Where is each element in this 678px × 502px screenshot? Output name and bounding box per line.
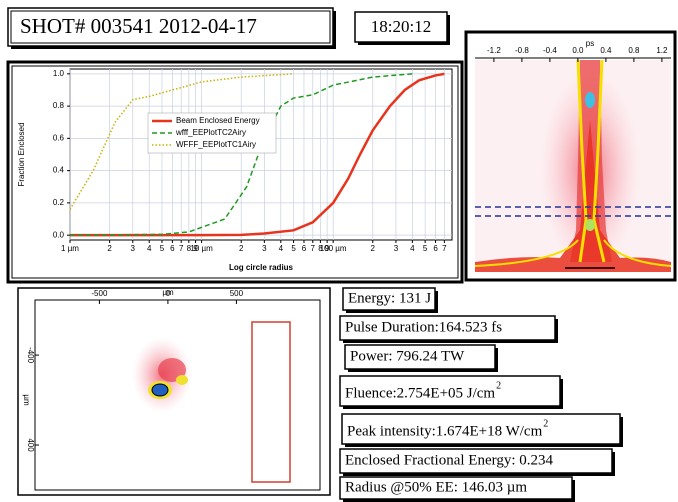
x-tick-label: 1.2 [656, 46, 668, 55]
y-tick-label: 0.4 [53, 166, 65, 175]
x-tick-label: 3 [131, 244, 136, 253]
x-tick-label: 3 [394, 244, 399, 253]
peak [152, 384, 168, 396]
x-tick-label: 6 [170, 244, 175, 253]
x-tick-label: -0.8 [515, 46, 529, 55]
y-tick-label: 400 [26, 438, 35, 452]
x-tick-label: 5 [423, 244, 428, 253]
x-tick-label: -0.4 [543, 46, 557, 55]
metric-text: Peak intensity:1.674E+18 W/cm [347, 423, 543, 439]
legend-label: WFFF_EEPlotTC1Airy [176, 140, 256, 149]
hot-spot [585, 219, 595, 231]
x-tick-label: 7 [311, 244, 316, 253]
y-tick-label: 1.0 [53, 69, 65, 78]
metric-text: Enclosed Fractional Energy: 0.234 [345, 452, 554, 468]
x-tick-label: 2 [239, 244, 244, 253]
metric-text: Fluence:2.754E+05 J/cm [345, 385, 495, 401]
legend-label: Beam Enclosed Energy [176, 116, 260, 125]
metric-text: Power: 796.24 TW [350, 348, 465, 364]
y-tick-label: 0.8 [53, 101, 65, 110]
x-tick-label: 6 [433, 244, 438, 253]
time-label: 18:20:12 [371, 17, 431, 36]
x-tick-label: 0.4 [600, 46, 612, 55]
x-tick-label: 6 [302, 244, 307, 253]
x-tick-label: -500 [91, 289, 108, 298]
x-tick-label: 4 [410, 244, 415, 253]
y-tick-label: 0.6 [53, 133, 65, 142]
x-tick-label: 7 [179, 244, 184, 253]
x-axis-label: Log circle radius [229, 263, 294, 272]
x-tick-label: 1 µm [61, 244, 79, 253]
x-tick-label: 2 [371, 244, 376, 253]
metric-text: Pulse Duration:164.523 fs [345, 319, 502, 335]
x-tick-label: 100 µm [320, 244, 347, 253]
lobe [176, 375, 188, 385]
x-tick-label: 5 [291, 244, 296, 253]
y-tick-label: -400 [26, 347, 35, 364]
plot-area [70, 69, 452, 240]
x-tick-label: 3 [262, 244, 267, 253]
metrics: Energy: 131 J Pulse Duration:164.523 fs Po… [340, 288, 623, 502]
streak-image [475, 60, 671, 272]
y-axis-label: Fraction Enclosed [17, 122, 26, 186]
metric-exponent: 2 [496, 380, 501, 391]
metric-text: Energy: 131 J [348, 290, 431, 306]
x-tick-label: 2 [107, 244, 112, 253]
y-axis-label: µm [22, 394, 31, 406]
x-tick-label: 0.0 [572, 46, 584, 55]
page: SHOT# 003541 2012-04-17 18:20:12 1 µm 2 3 4… [0, 0, 678, 502]
x-tick-label: 0 [166, 289, 171, 298]
x-tick-label: 4 [279, 244, 284, 253]
metric-exponent: 2 [543, 418, 548, 429]
y-tick-label: 0.0 [53, 230, 65, 239]
y-tick-label: 0.2 [53, 198, 65, 207]
legend-label: wfff_EEPlotTC2Airy [175, 128, 246, 137]
x-tick-label: 500 [230, 289, 244, 298]
x-tick-label: 10 µm [190, 244, 213, 253]
x-tick-label: 7 [442, 244, 447, 253]
shot-label: SHOT# 003541 2012-04-17 [20, 14, 257, 38]
x-tick-label: 5 [160, 244, 165, 253]
x-tick-label: -1.2 [487, 46, 501, 55]
x-tick-label: 0.8 [628, 46, 640, 55]
x-tick-label: 4 [147, 244, 152, 253]
streak-axis-label: ps [586, 39, 594, 48]
hot-spot [585, 92, 595, 108]
metric-text: Radius @50% EE: 146.03 µm [345, 479, 527, 495]
